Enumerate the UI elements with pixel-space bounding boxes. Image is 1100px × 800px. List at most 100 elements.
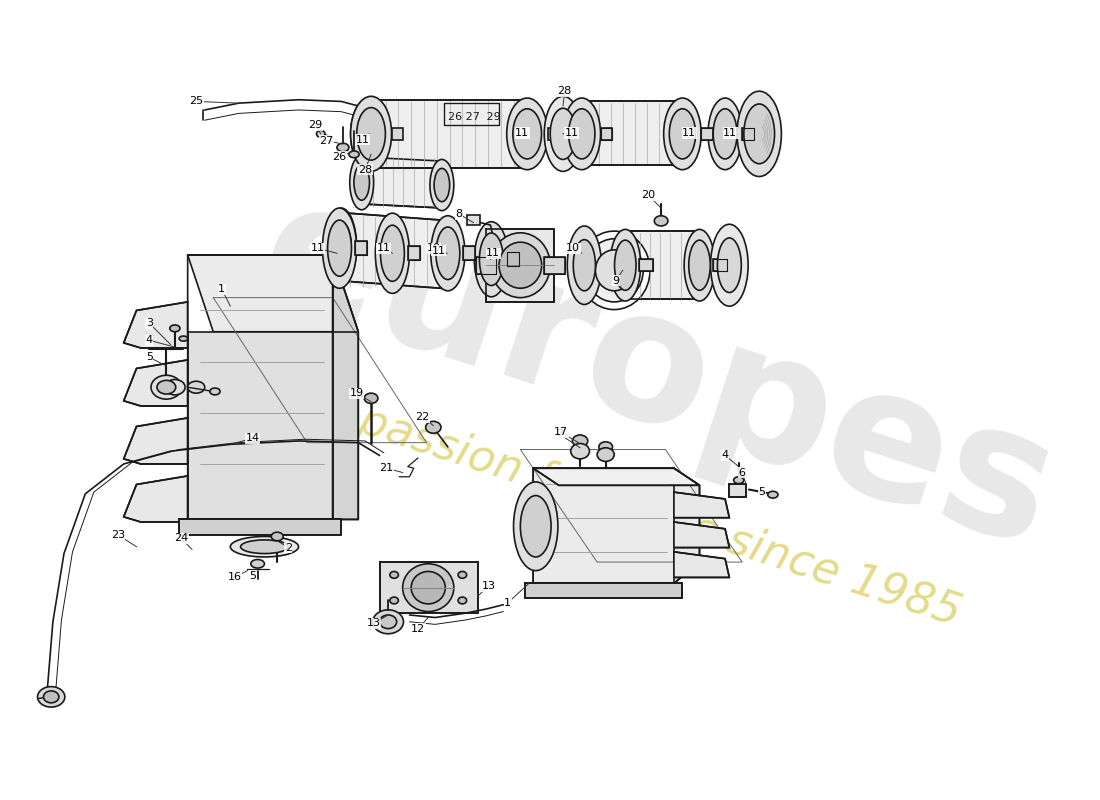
- Ellipse shape: [322, 208, 356, 288]
- Text: 11: 11: [723, 128, 737, 138]
- Text: 11: 11: [377, 243, 390, 253]
- Text: 11: 11: [682, 128, 696, 138]
- Text: a passion for parts since 1985: a passion for parts since 1985: [314, 386, 966, 635]
- Polygon shape: [188, 332, 332, 519]
- Text: 5: 5: [758, 487, 766, 497]
- Polygon shape: [123, 302, 188, 348]
- Ellipse shape: [210, 388, 220, 395]
- Ellipse shape: [230, 537, 298, 557]
- Text: 24: 24: [174, 533, 188, 543]
- Text: 27: 27: [320, 136, 333, 146]
- Ellipse shape: [37, 686, 65, 707]
- Ellipse shape: [169, 325, 180, 332]
- Ellipse shape: [188, 382, 205, 393]
- Ellipse shape: [157, 380, 176, 394]
- Text: 7: 7: [556, 429, 563, 439]
- Text: 10: 10: [427, 243, 440, 253]
- Polygon shape: [701, 128, 713, 140]
- Ellipse shape: [585, 238, 644, 302]
- Polygon shape: [359, 157, 443, 208]
- Ellipse shape: [431, 216, 465, 291]
- Ellipse shape: [579, 231, 650, 310]
- Ellipse shape: [458, 571, 466, 578]
- Text: europes: europes: [239, 163, 1076, 586]
- Ellipse shape: [572, 435, 587, 447]
- Polygon shape: [674, 522, 729, 547]
- Ellipse shape: [251, 559, 264, 568]
- Ellipse shape: [403, 564, 454, 611]
- Ellipse shape: [713, 109, 737, 159]
- Ellipse shape: [381, 226, 405, 282]
- Ellipse shape: [615, 240, 636, 290]
- Ellipse shape: [426, 422, 441, 434]
- Ellipse shape: [272, 532, 283, 541]
- Ellipse shape: [436, 227, 460, 279]
- Ellipse shape: [438, 230, 458, 277]
- Ellipse shape: [373, 610, 404, 634]
- Ellipse shape: [350, 155, 374, 210]
- Text: 13: 13: [366, 618, 381, 629]
- Text: 29: 29: [483, 112, 500, 122]
- Ellipse shape: [717, 238, 741, 293]
- Ellipse shape: [597, 448, 614, 462]
- Text: 3: 3: [146, 318, 153, 328]
- Ellipse shape: [337, 143, 349, 152]
- Text: 11: 11: [564, 128, 579, 138]
- Ellipse shape: [458, 597, 466, 604]
- Ellipse shape: [430, 159, 454, 210]
- Ellipse shape: [598, 442, 613, 452]
- Polygon shape: [623, 231, 700, 299]
- Bar: [443, 103, 499, 126]
- Text: 26 27: 26 27: [448, 112, 480, 122]
- Ellipse shape: [595, 250, 632, 291]
- Text: 11: 11: [515, 128, 529, 138]
- Ellipse shape: [351, 96, 392, 171]
- Ellipse shape: [491, 233, 550, 298]
- Polygon shape: [742, 128, 755, 140]
- Text: 11: 11: [310, 243, 324, 253]
- Polygon shape: [332, 255, 359, 519]
- Polygon shape: [188, 255, 359, 332]
- Ellipse shape: [768, 491, 778, 498]
- Bar: [468, 215, 481, 225]
- Ellipse shape: [349, 151, 359, 158]
- Polygon shape: [639, 259, 652, 271]
- Polygon shape: [123, 418, 188, 464]
- Text: 14: 14: [245, 434, 260, 443]
- Text: 16: 16: [228, 573, 242, 582]
- Ellipse shape: [507, 98, 548, 170]
- Text: 11: 11: [355, 135, 370, 145]
- Ellipse shape: [375, 213, 409, 294]
- Ellipse shape: [708, 98, 742, 170]
- Text: 11: 11: [486, 248, 500, 258]
- Polygon shape: [534, 468, 700, 486]
- Text: 2: 2: [285, 542, 292, 553]
- Ellipse shape: [663, 98, 701, 170]
- Text: 17: 17: [554, 427, 569, 438]
- Polygon shape: [392, 128, 404, 140]
- Text: 6: 6: [739, 467, 746, 478]
- Ellipse shape: [326, 208, 356, 285]
- Ellipse shape: [513, 109, 541, 159]
- Ellipse shape: [654, 216, 668, 226]
- Polygon shape: [486, 230, 554, 302]
- Ellipse shape: [317, 130, 324, 138]
- Polygon shape: [337, 212, 452, 289]
- Polygon shape: [548, 128, 560, 140]
- Ellipse shape: [480, 233, 504, 286]
- Ellipse shape: [550, 108, 575, 159]
- Text: 11: 11: [431, 246, 446, 256]
- Ellipse shape: [514, 482, 558, 570]
- Ellipse shape: [379, 615, 397, 629]
- Ellipse shape: [434, 168, 450, 202]
- Polygon shape: [525, 583, 682, 598]
- Ellipse shape: [499, 242, 541, 288]
- Text: 9: 9: [613, 275, 619, 286]
- Ellipse shape: [432, 218, 463, 289]
- Ellipse shape: [684, 230, 715, 301]
- Polygon shape: [580, 102, 682, 166]
- Ellipse shape: [165, 379, 185, 395]
- Polygon shape: [123, 360, 188, 406]
- Ellipse shape: [411, 571, 446, 604]
- Polygon shape: [463, 246, 475, 260]
